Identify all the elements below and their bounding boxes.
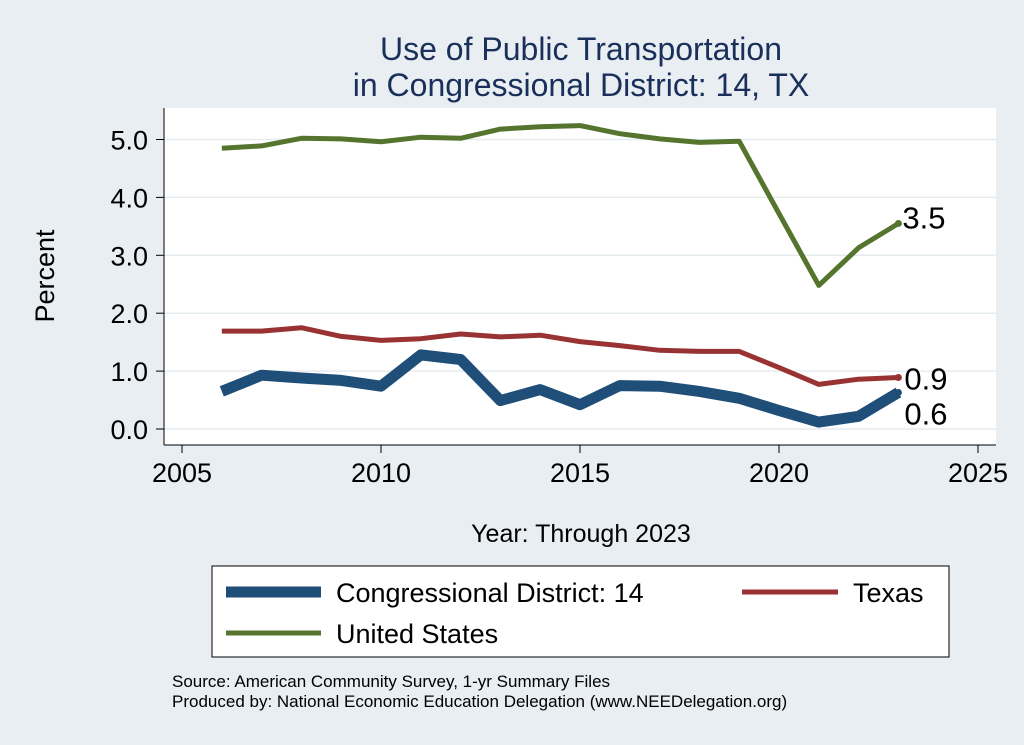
end-labels: 0.60.9 3.5: [894, 200, 948, 432]
end-label-texas: 0.9: [904, 361, 947, 396]
x-tick-label: 2010: [351, 458, 411, 488]
y-axis-ticks: 0.0 1.0 2.0 3.0 4.0 5.0: [110, 126, 164, 445]
x-axis-label: Year: Through 2023: [471, 520, 691, 548]
y-tick-label: 5.0: [110, 126, 148, 156]
end-point-district: [894, 389, 902, 397]
end-label-united-states: 3.5: [902, 200, 945, 235]
legend-label-district: Congressional District: 14: [336, 578, 644, 608]
series-line-united-states: [221, 123, 900, 288]
producer-note: Produced by: National Economic Education…: [172, 692, 788, 711]
series-line-texas: [221, 325, 899, 387]
y-tick-label: 4.0: [110, 183, 148, 213]
source-note: Source: American Community Survey, 1-yr …: [172, 672, 611, 691]
end-point-texas: [894, 373, 902, 381]
series-line-district: [219, 349, 902, 428]
x-tick-label: 2020: [749, 458, 809, 488]
y-axis-label: Percent: [30, 229, 60, 323]
chart-title-line-1: Use of Public Transportation: [380, 31, 782, 67]
legend-label-texas: Texas: [853, 578, 924, 608]
y-tick-label: 2.0: [110, 299, 148, 329]
end-point-united-states: [894, 219, 902, 227]
y-tick-label: 1.0: [110, 357, 148, 387]
chart-title-line-2: in Congressional District: 14, TX: [353, 67, 809, 103]
x-tick-label: 2005: [152, 458, 212, 488]
legend-label-united-states: United States: [336, 619, 498, 649]
end-label-district: 0.6: [904, 397, 947, 432]
series-lines: [219, 123, 902, 428]
plot-area: [164, 108, 996, 445]
y-tick-label: 3.0: [110, 241, 148, 271]
legend-box: [211, 565, 950, 658]
x-tick-label: 2015: [550, 458, 610, 488]
x-tick-label: 2025: [948, 458, 1008, 488]
y-tick-label: 0.0: [110, 415, 148, 445]
x-axis-ticks: 2005 2010 2015 2020 2025: [152, 445, 1008, 488]
legend: Congressional District: 14 Texas United …: [211, 565, 950, 658]
